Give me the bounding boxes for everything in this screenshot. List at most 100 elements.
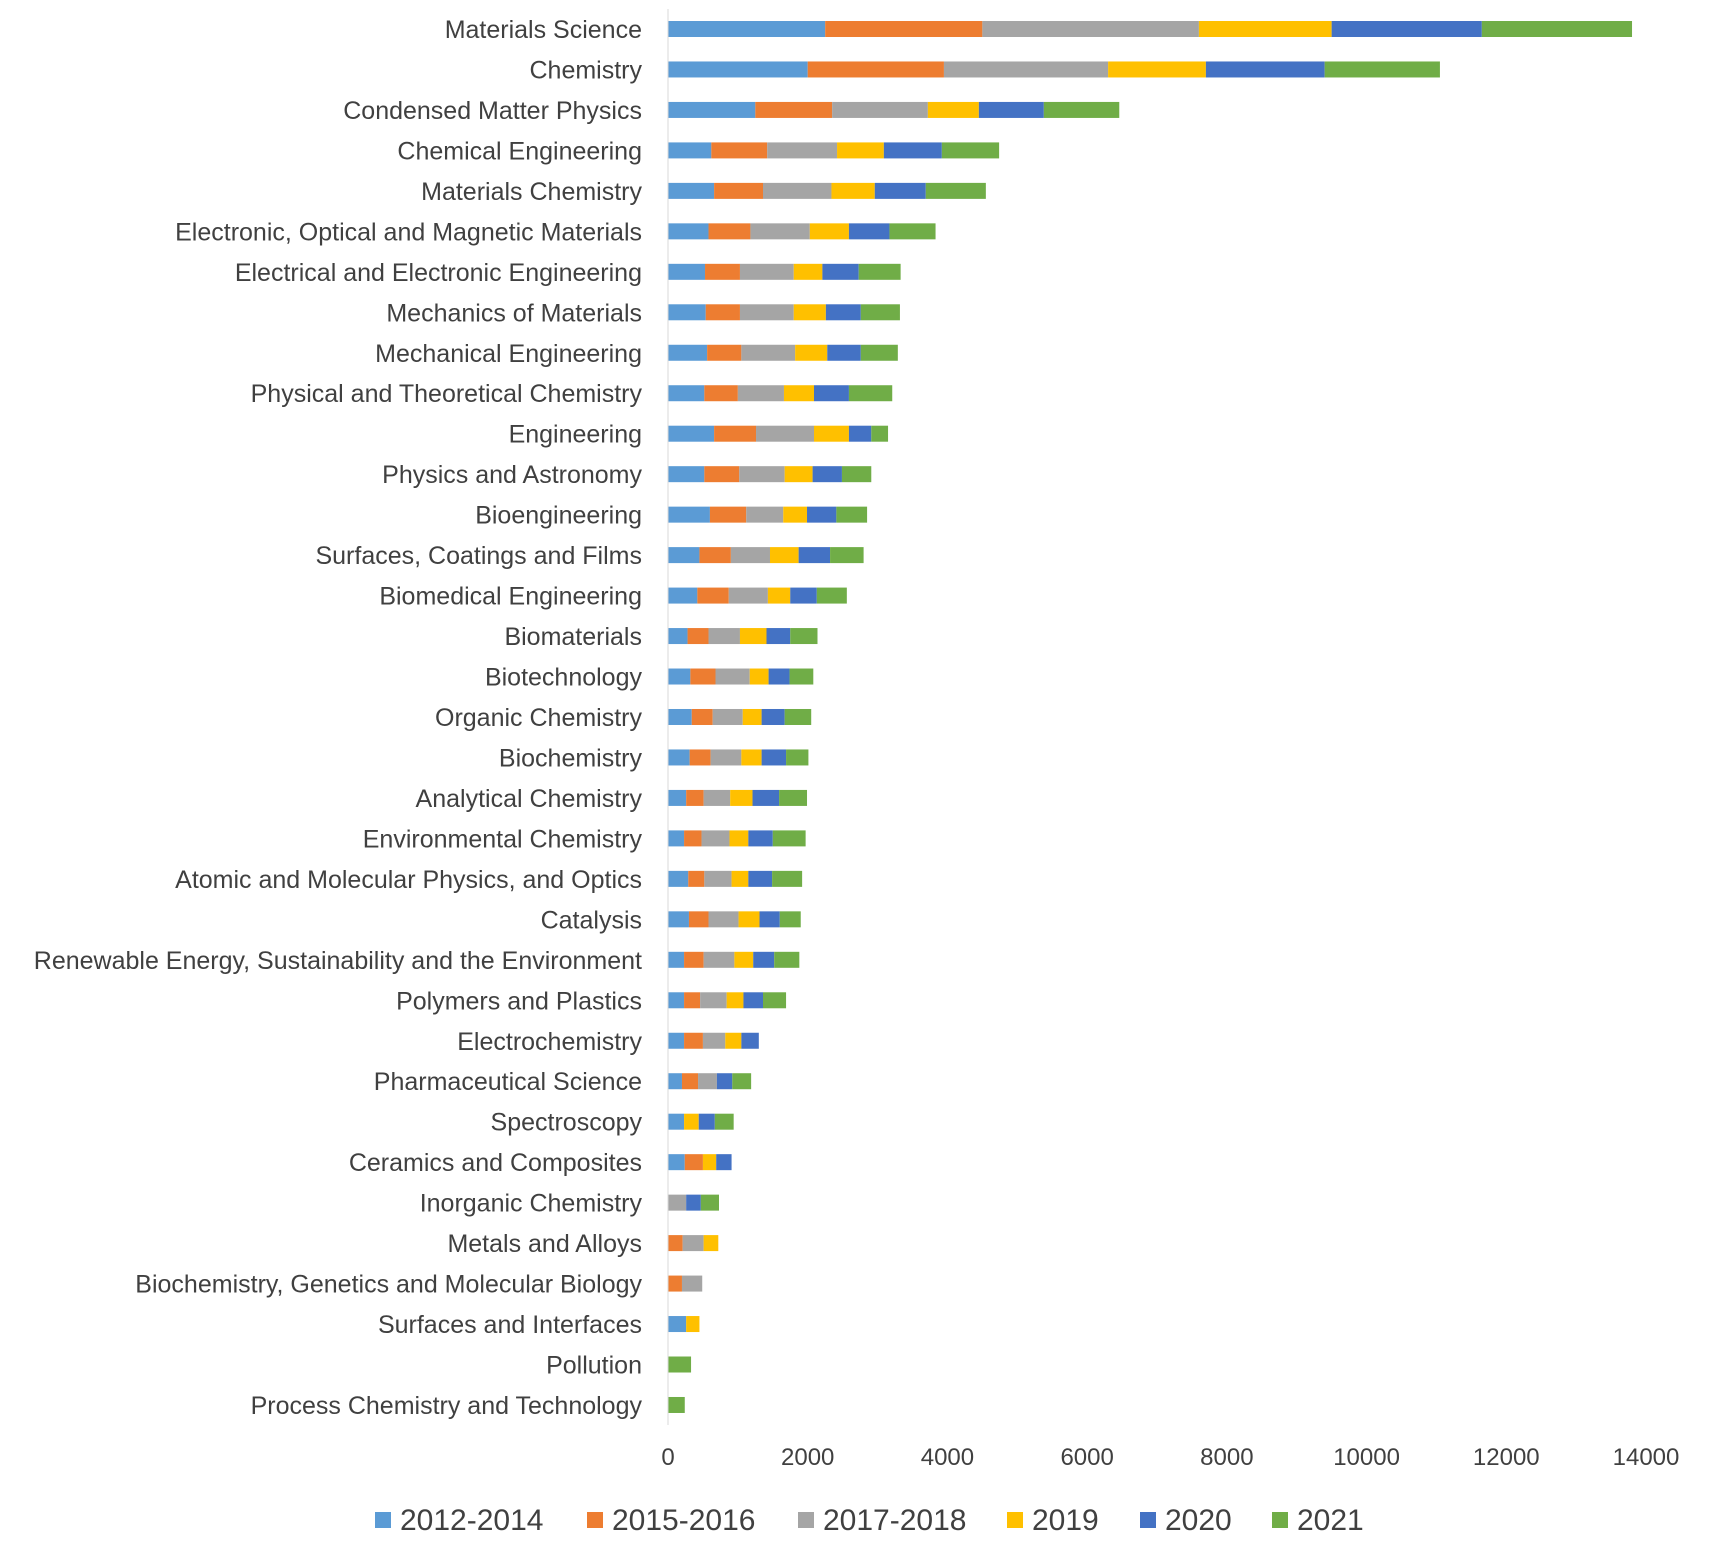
bar-segment-2020 xyxy=(883,142,942,159)
x-tick-label: 2000 xyxy=(781,1444,834,1471)
bar-segment-2015-2016 xyxy=(668,1235,683,1252)
bar-segment-2021 xyxy=(1043,101,1120,118)
bar-segment-2020 xyxy=(748,870,773,887)
bar-segment-2020 xyxy=(761,708,785,725)
category-label: Bioengineering xyxy=(475,502,642,530)
bar-segment-2019 xyxy=(726,992,744,1009)
bar-segment-2017-2018 xyxy=(739,466,785,483)
bar-segment-2012-2014 xyxy=(668,1032,685,1049)
bar-segment-2012-2014 xyxy=(668,789,687,806)
bar-segment-2019 xyxy=(795,344,828,361)
category-label: Biochemistry xyxy=(499,744,643,772)
bar-segment-2021 xyxy=(816,587,847,604)
bar-segment-2012-2014 xyxy=(668,830,685,847)
x-tick-label: 14000 xyxy=(1613,1444,1680,1471)
bar-segment-2020 xyxy=(698,1113,715,1130)
bar-segment-2021 xyxy=(790,628,818,645)
bar-segment-2019 xyxy=(741,749,762,766)
category-label: Biomaterials xyxy=(504,623,642,651)
bar-segment-2015-2016 xyxy=(688,911,709,928)
bar-segment-2015-2016 xyxy=(697,587,729,604)
category-label: Surfaces and Interfaces xyxy=(378,1311,642,1339)
bar-segment-2015-2016 xyxy=(668,1275,682,1292)
legend-swatch xyxy=(798,1512,814,1528)
bar-segment-2021 xyxy=(925,182,986,199)
bar-segment-2020 xyxy=(743,992,764,1009)
bars-layer xyxy=(668,21,1633,1413)
bar-segment-2021 xyxy=(871,425,889,442)
legend-label: 2021 xyxy=(1297,1504,1364,1537)
bar-segment-2019 xyxy=(730,789,753,806)
bar-segment-2019 xyxy=(739,628,767,645)
legend-label: 2019 xyxy=(1032,1504,1099,1537)
bar-segment-2012-2014 xyxy=(668,344,708,361)
bar-segment-2017-2018 xyxy=(767,142,838,159)
category-label: Physics and Astronomy xyxy=(382,461,642,489)
bar-segment-2015-2016 xyxy=(705,263,740,280)
bar-segment-2017-2018 xyxy=(756,425,815,442)
bar-segment-2020 xyxy=(1331,21,1482,37)
bar-segment-2015-2016 xyxy=(714,425,757,442)
bar-segment-2017-2018 xyxy=(739,304,794,321)
bar-segment-2017-2018 xyxy=(943,61,1109,78)
legend-label: 2015-2016 xyxy=(612,1504,755,1537)
bar-segment-2012-2014 xyxy=(668,870,689,887)
bar-segment-2021 xyxy=(772,830,806,847)
bar-segment-2017-2018 xyxy=(737,385,784,402)
bar-segment-2017-2018 xyxy=(668,1194,687,1211)
bar-segment-2020 xyxy=(766,628,791,645)
bar-segment-2015-2016 xyxy=(755,101,833,118)
bar-segment-2015-2016 xyxy=(686,789,704,806)
x-axis-tick-labels: 0 2000 4000 6000 8000 10000 12000 14000 xyxy=(661,1444,1679,1471)
bar-segment-2012-2014 xyxy=(668,668,691,685)
bar-segment-2015-2016 xyxy=(688,870,705,887)
bar-segment-2015-2016 xyxy=(714,182,764,199)
bar-segment-2012-2014 xyxy=(668,1154,685,1171)
bar-segment-2020 xyxy=(716,1073,733,1090)
category-label: Spectroscopy xyxy=(491,1109,643,1137)
bar-segment-2021 xyxy=(860,304,900,321)
bar-segment-2015-2016 xyxy=(684,1032,703,1049)
bar-segment-2021 xyxy=(779,911,801,928)
bar-segment-2019 xyxy=(749,668,769,685)
bar-segment-2017-2018 xyxy=(832,101,928,118)
bar-segment-2012-2014 xyxy=(668,61,808,78)
bar-segment-2017-2018 xyxy=(703,789,731,806)
bar-segment-2017-2018 xyxy=(681,1275,703,1292)
bar-segment-2020 xyxy=(848,425,872,442)
bar-segment-2012-2014 xyxy=(668,708,692,725)
bar-segment-2020 xyxy=(848,223,890,240)
bar-segment-2019 xyxy=(729,830,749,847)
legend-swatch xyxy=(1272,1512,1288,1528)
bar-segment-2017-2018 xyxy=(728,587,768,604)
bar-segment-2019 xyxy=(742,708,762,725)
category-label: Chemistry xyxy=(529,56,642,84)
bar-segment-2015-2016 xyxy=(704,466,740,483)
bar-segment-2017-2018 xyxy=(700,992,727,1009)
bar-segment-2021 xyxy=(763,992,787,1009)
bar-segment-2021 xyxy=(941,142,1000,159)
bar-segment-2017-2018 xyxy=(708,911,739,928)
bar-segment-2019 xyxy=(809,223,849,240)
bar-segment-2021 xyxy=(668,1396,685,1413)
bar-segment-2012-2014 xyxy=(668,263,706,280)
category-label: Mechanical Engineering xyxy=(375,340,642,368)
bar-segment-2017-2018 xyxy=(702,1032,726,1049)
bar-segment-2020 xyxy=(825,304,861,321)
bar-segment-2012-2014 xyxy=(668,951,685,968)
bar-segment-2012-2014 xyxy=(668,425,715,442)
bar-segment-2020 xyxy=(822,263,859,280)
x-tick-label: 4000 xyxy=(921,1444,974,1471)
bar-segment-2021 xyxy=(732,1073,752,1090)
bar-segment-2021 xyxy=(774,951,800,968)
bar-segment-2020 xyxy=(790,587,817,604)
bar-segment-2017-2018 xyxy=(982,21,1199,37)
bar-segment-2020 xyxy=(807,506,837,523)
bar-segment-2012-2014 xyxy=(668,182,715,199)
bar-segment-2017-2018 xyxy=(701,830,730,847)
bar-segment-2021 xyxy=(1324,61,1440,78)
category-label: Metals and Alloys xyxy=(447,1230,642,1258)
bar-segment-2020 xyxy=(748,830,773,847)
bar-segment-2017-2018 xyxy=(746,506,784,523)
bar-segment-2012-2014 xyxy=(668,547,700,564)
